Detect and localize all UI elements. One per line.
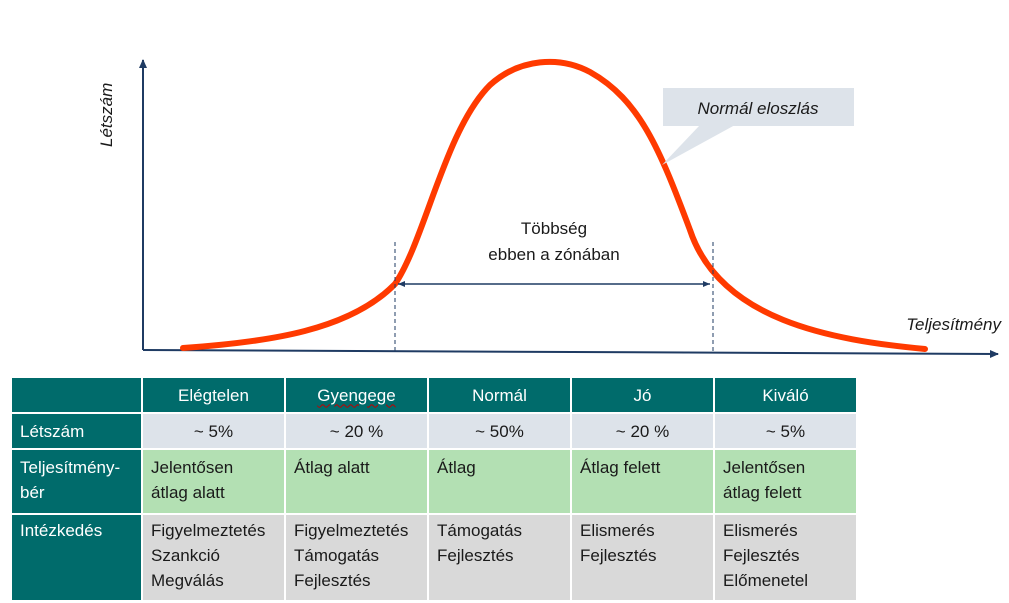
callout-pointer <box>662 125 735 165</box>
column-header: Elégtelen <box>143 378 284 412</box>
table-cell: Jelentősen átlag alatt <box>143 450 284 513</box>
table-cell: ~ 5% <box>143 414 284 448</box>
performance-category-table: Elégtelen Gyengege Normál Jó Kiváló Léts… <box>10 376 858 602</box>
table-cell: Átlag alatt <box>286 450 427 513</box>
cell-line: Előmenetel <box>723 571 809 590</box>
table-corner-cell <box>12 378 141 412</box>
cell-line: átlag felett <box>723 483 802 502</box>
callout-label: Normál eloszlás <box>698 99 819 118</box>
cell-line: Elismerés <box>580 521 655 540</box>
cell-line: Fejlesztés <box>723 546 800 565</box>
table-row-teljesitmenyber: Teljesítmény- bér Jelentősen átlag alatt… <box>12 450 856 513</box>
row-header: Létszám <box>12 414 141 448</box>
bell-curve <box>180 58 928 352</box>
table-row-intezkedes: Intézkedés Figyelmeztetés Szankció Megvá… <box>12 515 856 600</box>
cell-line: Átlag <box>437 458 476 477</box>
table-cell: ~ 20 % <box>286 414 427 448</box>
table-cell: Figyelmeztetés Támogatás Fejlesztés <box>286 515 427 600</box>
cell-line: Fejlesztés <box>437 546 514 565</box>
table-cell: Elismerés Fejlesztés <box>572 515 713 600</box>
cell-line: Átlag alatt <box>294 458 370 477</box>
table-header-row: Elégtelen Gyengege Normál Jó Kiváló <box>12 378 856 412</box>
table-cell: Elismerés Fejlesztés Előmenetel <box>715 515 856 600</box>
y-axis-label: Létszám <box>97 83 116 147</box>
cell-line: Figyelmeztetés <box>151 521 266 540</box>
table-cell: Figyelmeztetés Szankció Megválás <box>143 515 284 600</box>
cell-line: Átlag felett <box>580 458 661 477</box>
row-header: Teljesítmény- bér <box>12 450 141 513</box>
table-cell: Átlag felett <box>572 450 713 513</box>
cell-line: Megválás <box>151 571 224 590</box>
cell-line: Támogatás <box>294 546 380 565</box>
cell-line: Jelentősen <box>151 458 234 477</box>
callout-box <box>663 88 854 126</box>
cell-line: Figyelmeztetés <box>294 521 409 540</box>
table-cell: ~ 20 % <box>572 414 713 448</box>
table-cell: ~ 5% <box>715 414 856 448</box>
zone-label-line2: ebben a zónában <box>488 245 619 264</box>
column-header: Jó <box>572 378 713 412</box>
cell-line: Támogatás <box>437 521 523 540</box>
row-header: Intézkedés <box>12 515 141 600</box>
table-cell: Támogatás Fejlesztés <box>429 515 570 600</box>
cell-line: Fejlesztés <box>580 546 657 565</box>
cell-line: Jelentősen <box>723 458 806 477</box>
zone-label-line1: Többség <box>521 219 587 238</box>
column-header: Normál <box>429 378 570 412</box>
column-header: Kiváló <box>715 378 856 412</box>
column-header: Gyengege <box>286 378 427 412</box>
table-cell: Jelentősen átlag felett <box>715 450 856 513</box>
column-header-label: Gyengege <box>317 385 396 405</box>
cell-line: átlag alatt <box>151 483 225 502</box>
row-header-line: Teljesítmény- <box>20 458 121 477</box>
cell-line: Fejlesztés <box>294 571 371 590</box>
table-cell: Átlag <box>429 450 570 513</box>
x-axis <box>142 349 999 358</box>
table-cell: ~ 50% <box>429 414 570 448</box>
table-row-letszam: Létszám ~ 5% ~ 20 % ~ 50% ~ 20 % ~ 5% <box>12 414 856 448</box>
cell-line: Szankció <box>151 546 220 565</box>
normal-distribution-diagram: Létszám Teljesítmény Többség ebben a zón… <box>97 58 1002 358</box>
cell-line: Elismerés <box>723 521 798 540</box>
x-axis-label: Teljesítmény <box>906 315 1002 334</box>
row-header-line: bér <box>20 483 45 502</box>
